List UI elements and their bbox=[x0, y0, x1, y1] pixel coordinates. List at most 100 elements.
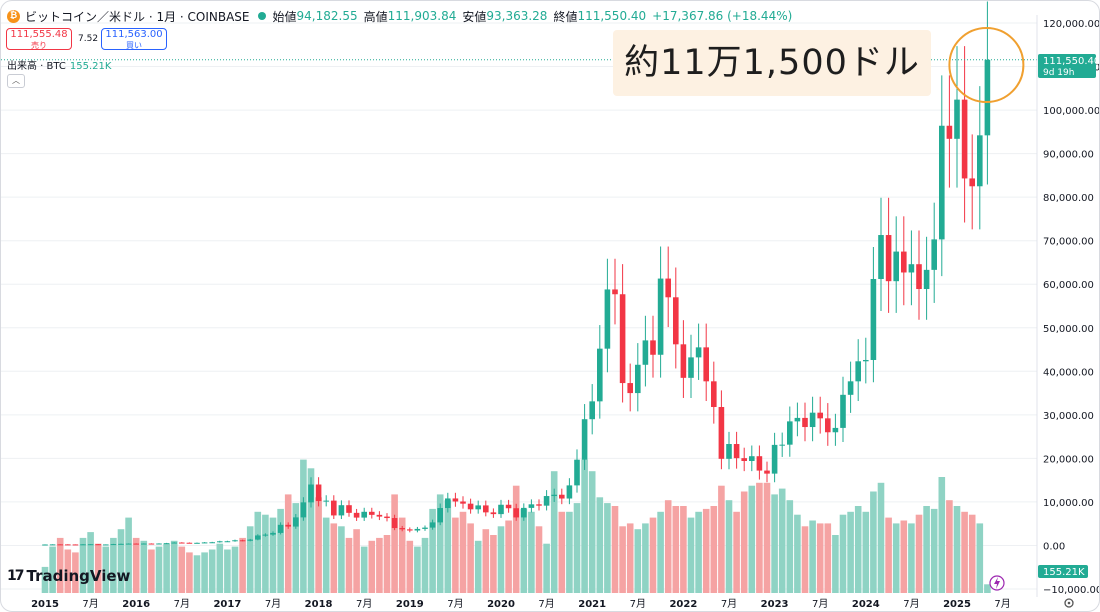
volume-bar bbox=[56, 537, 64, 593]
y-tick-label: 100,000.00 bbox=[1043, 106, 1099, 117]
price-tag-countdown: 9d 19h bbox=[1043, 68, 1074, 78]
candle-body bbox=[429, 522, 436, 528]
x-tick-label: 7月 bbox=[265, 598, 281, 610]
x-tick-label: 2016 bbox=[122, 599, 150, 610]
volume-bar bbox=[870, 491, 877, 593]
x-tick-label: 7月 bbox=[630, 598, 646, 610]
candle-body bbox=[467, 503, 474, 510]
low-label: 安値 bbox=[462, 9, 487, 24]
volume-bar bbox=[786, 500, 794, 593]
candle-body bbox=[726, 444, 732, 459]
volume-bar bbox=[490, 535, 497, 593]
volume-bar bbox=[277, 508, 284, 593]
volume-bar bbox=[459, 511, 467, 593]
volume-bar bbox=[573, 503, 581, 593]
candle-body bbox=[528, 504, 535, 508]
candle-body bbox=[931, 239, 937, 270]
candle-body bbox=[95, 544, 101, 546]
candle-body bbox=[977, 135, 983, 187]
volume-bar bbox=[94, 543, 102, 593]
settings-icon[interactable] bbox=[1064, 598, 1074, 608]
volume-bar bbox=[482, 529, 490, 593]
candle-body bbox=[847, 381, 854, 395]
candle-body bbox=[490, 512, 497, 515]
x-tick-label: 7月 bbox=[812, 598, 828, 610]
candle-body bbox=[445, 498, 451, 509]
x-tick-label: 7月 bbox=[82, 598, 98, 610]
candle-body bbox=[391, 518, 398, 529]
candle-body bbox=[764, 470, 770, 474]
candle-body bbox=[171, 542, 177, 544]
volume-bar bbox=[748, 485, 756, 593]
volume-bar bbox=[284, 494, 292, 593]
candle-body bbox=[688, 357, 694, 378]
sell-price: 111,555.48 bbox=[10, 29, 68, 40]
volume-bar bbox=[186, 552, 193, 593]
volume-bar bbox=[155, 546, 163, 593]
y-tick-label: 60,000.00 bbox=[1043, 280, 1094, 291]
volume-bar bbox=[885, 517, 892, 593]
volume-bar bbox=[877, 482, 885, 593]
y-tick-label: 80,000.00 bbox=[1043, 193, 1094, 204]
candle-body bbox=[771, 444, 778, 474]
candle-body bbox=[749, 456, 755, 461]
tradingview-mark-icon: 17 bbox=[7, 568, 25, 584]
buy-button[interactable]: 111,563.00 買い bbox=[101, 28, 167, 50]
volume-bar bbox=[72, 552, 79, 593]
volume-bar bbox=[398, 517, 406, 593]
bitcoin-icon[interactable]: ₿ bbox=[7, 9, 20, 23]
sell-button[interactable]: 111,555.48 売り bbox=[6, 28, 72, 50]
buy-label: 買い bbox=[126, 41, 142, 50]
candle-body bbox=[255, 535, 261, 540]
candle-body bbox=[293, 517, 299, 527]
volume-bar bbox=[110, 537, 117, 593]
market-status-dot[interactable] bbox=[257, 12, 266, 20]
volume-bar bbox=[938, 477, 946, 593]
candle-body bbox=[589, 401, 595, 420]
volume-bar bbox=[740, 491, 748, 593]
volume-bar bbox=[201, 552, 208, 593]
price-tag: 111,550.40 9d 19h bbox=[1038, 54, 1099, 78]
candle-body bbox=[407, 529, 413, 531]
volume-bar bbox=[300, 459, 307, 593]
candle-body bbox=[414, 528, 421, 531]
volume-bar bbox=[246, 526, 254, 593]
volume-bar bbox=[832, 535, 839, 593]
volume-bar bbox=[132, 537, 140, 593]
candlesticks bbox=[42, 1, 991, 546]
volume-bar bbox=[376, 537, 383, 593]
candle-body bbox=[323, 500, 329, 502]
candle-body bbox=[597, 348, 603, 402]
y-tick-label: 0.00 bbox=[1043, 541, 1065, 552]
candle-body bbox=[262, 534, 269, 536]
symbol-title[interactable]: ビットコイン／米ドル · 1月 · COINBASE bbox=[25, 9, 250, 24]
candle-body bbox=[825, 418, 831, 433]
low-value: 93,363.28 bbox=[486, 9, 548, 23]
lightning-icon[interactable] bbox=[989, 575, 1005, 591]
volume-bar bbox=[163, 543, 170, 593]
candle-body bbox=[475, 505, 481, 510]
x-tick-label: 7月 bbox=[356, 598, 372, 610]
x-tick-label: 2025 bbox=[943, 599, 971, 610]
candle-body bbox=[885, 235, 892, 282]
change-value: +17,367.86 (+18.44%) bbox=[652, 9, 793, 23]
symbol-header: ₿ ビットコイン／米ドル · 1月 · COINBASE 始値 94,182.55… bbox=[7, 7, 792, 25]
collapse-chevron-icon[interactable]: ︿ bbox=[7, 74, 25, 88]
x-tick-label: 2022 bbox=[669, 599, 697, 610]
volume-bar bbox=[49, 546, 56, 593]
candle-body bbox=[581, 419, 588, 460]
volume-legend[interactable]: 出来高 · BTC 155.21K bbox=[7, 57, 111, 72]
volume-bar bbox=[292, 503, 300, 593]
candle-body bbox=[627, 383, 633, 394]
volume-bar bbox=[216, 543, 224, 593]
tradingview-logo[interactable]: 17 TradingView bbox=[7, 567, 130, 585]
candle-body bbox=[695, 347, 702, 358]
volume-bars bbox=[41, 459, 991, 593]
volume-bar bbox=[148, 549, 155, 593]
volume-bar bbox=[984, 584, 991, 593]
volume-bar bbox=[208, 549, 216, 593]
volume-bar bbox=[307, 468, 315, 593]
candle-body bbox=[179, 542, 185, 544]
volume-bar bbox=[725, 500, 733, 593]
